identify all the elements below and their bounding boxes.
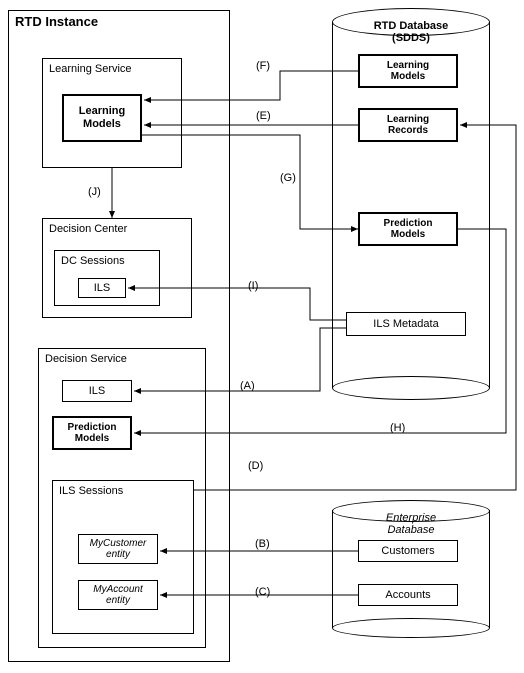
db-learning-models-box: Learning Models xyxy=(358,54,458,88)
ds-prediction-label: Prediction Models xyxy=(68,422,117,445)
db-ils-metadata-box: ILS Metadata xyxy=(346,312,466,336)
myaccount-entity-box: MyAccount entity xyxy=(78,580,158,610)
ds-ils-label: ILS xyxy=(89,385,106,398)
ent-db-bottom xyxy=(332,618,490,638)
ds-prediction-box: Prediction Models xyxy=(52,416,132,450)
ent-db-title: Enterprise Database xyxy=(332,500,490,536)
ds-ils-box: ILS xyxy=(62,380,132,402)
decision-center-title: Decision Center xyxy=(49,223,127,236)
rtd-db-bottom xyxy=(332,376,490,400)
accounts-box: Accounts xyxy=(358,584,458,606)
edge-label-g: (G) xyxy=(280,172,296,184)
learning-models-label: Learning Models xyxy=(79,105,125,130)
customers-box: Customers xyxy=(358,540,458,562)
edge-label-b: (B) xyxy=(255,538,270,550)
ils-sessions-label: ILS Sessions xyxy=(59,485,123,498)
dc-ils-label: ILS xyxy=(94,282,111,295)
decision-service-title: Decision Service xyxy=(45,353,127,366)
edge-label-f: (F) xyxy=(256,60,270,72)
dc-sessions-label: DC Sessions xyxy=(61,255,125,268)
edge-label-a: (A) xyxy=(240,380,255,392)
mycustomer-entity-box: MyCustomer entity xyxy=(78,534,158,564)
db-learning-records-label: Learning Records xyxy=(387,114,429,137)
edge-label-j: (J) xyxy=(88,186,101,198)
db-prediction-models-label: Prediction Models xyxy=(384,218,433,241)
mycustomer-entity-label: MyCustomer entity xyxy=(90,538,147,561)
learning-service-title: Learning Service xyxy=(49,63,132,76)
db-learning-models-label: Learning Models xyxy=(387,60,429,83)
dc-ils-box: ILS xyxy=(78,278,126,298)
edge-label-e: (E) xyxy=(256,110,271,122)
db-learning-records-box: Learning Records xyxy=(358,108,458,142)
accounts-label: Accounts xyxy=(385,589,430,602)
myaccount-entity-label: MyAccount entity xyxy=(93,584,142,607)
db-prediction-models-box: Prediction Models xyxy=(358,212,458,246)
rtd-instance-title: RTD Instance xyxy=(15,15,98,30)
edge-label-d: (D) xyxy=(248,460,263,472)
db-ils-metadata-label: ILS Metadata xyxy=(373,318,438,331)
edge-label-h: (H) xyxy=(390,422,405,434)
rtd-db-title: RTD Database (SDDS) xyxy=(332,8,490,44)
edge-label-i: (I) xyxy=(248,280,258,292)
customers-label: Customers xyxy=(381,545,434,558)
learning-models-box: Learning Models xyxy=(62,94,142,142)
edge-label-c: (C) xyxy=(255,586,270,598)
